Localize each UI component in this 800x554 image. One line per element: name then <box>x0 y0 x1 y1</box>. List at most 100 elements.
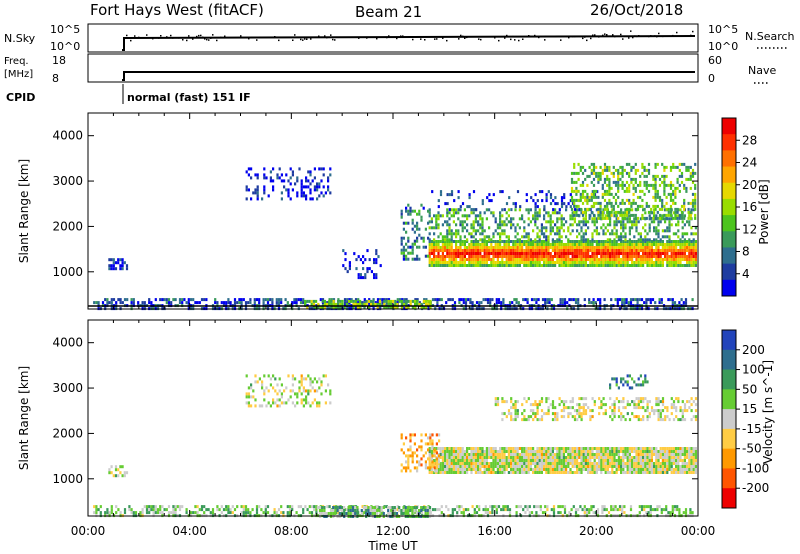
data-cell <box>514 465 517 468</box>
data-cell <box>405 230 408 234</box>
data-cell <box>584 447 587 450</box>
data-cell <box>626 220 629 224</box>
data-cell <box>245 170 248 174</box>
data-cell <box>600 468 603 471</box>
data-cell <box>567 238 570 242</box>
data-cell <box>602 258 605 261</box>
data-cell <box>529 447 532 450</box>
data-cell <box>444 453 447 456</box>
data-cell <box>352 302 355 306</box>
data-cell <box>494 243 497 246</box>
data-cell <box>512 202 515 206</box>
data-cell <box>448 211 451 215</box>
data-cell <box>405 302 408 306</box>
data-cell <box>501 468 504 471</box>
data-cell <box>579 195 582 199</box>
data-cell <box>405 257 408 261</box>
data-cell <box>661 216 664 220</box>
data-cell <box>571 229 574 233</box>
data-cell <box>448 453 451 456</box>
data-cell <box>178 505 182 509</box>
data-cell <box>536 453 539 456</box>
data-cell <box>351 512 355 515</box>
data-cell <box>242 508 245 512</box>
data-cell <box>507 459 510 462</box>
data-cell <box>396 298 399 302</box>
data-cell <box>472 450 475 453</box>
data-cell <box>481 471 484 474</box>
data-cell <box>549 258 552 261</box>
data-cell <box>435 223 438 227</box>
data-cell <box>556 226 559 230</box>
nave-tick-top: 60 <box>708 54 722 67</box>
freq-trace <box>122 71 695 81</box>
data-cell <box>694 195 697 199</box>
data-cell <box>683 198 686 202</box>
data-cell <box>291 170 294 174</box>
data-cell <box>494 459 497 462</box>
data-cell <box>556 246 559 249</box>
data-cell <box>269 179 272 183</box>
data-cell <box>624 249 627 252</box>
data-cell <box>540 462 543 465</box>
data-cell <box>611 255 614 258</box>
data-cell <box>272 185 275 189</box>
data-cell <box>491 298 494 302</box>
data-cell <box>610 298 613 302</box>
data-cell <box>595 450 598 453</box>
data-cell <box>439 193 443 197</box>
data-cell <box>310 299 313 303</box>
data-cell <box>683 207 686 211</box>
data-cell <box>569 217 572 221</box>
data-cell <box>538 246 541 249</box>
data-cell <box>622 235 625 239</box>
data-cell <box>647 210 651 214</box>
data-cell <box>558 264 561 267</box>
data-cell <box>525 261 528 264</box>
data-cell <box>488 456 491 459</box>
data-cell <box>694 186 697 190</box>
data-cell <box>590 180 593 184</box>
data-cell <box>558 249 561 252</box>
noise-dot <box>178 37 180 39</box>
data-cell <box>362 267 365 271</box>
data-cell <box>474 246 477 249</box>
data-cell <box>635 240 638 243</box>
data-cell <box>496 465 499 468</box>
data-cell <box>363 298 366 302</box>
data-cell <box>93 505 96 509</box>
data-cell <box>626 450 629 453</box>
data-cell <box>317 305 320 309</box>
data-cell <box>665 165 668 169</box>
data-cell <box>296 194 299 198</box>
data-cell <box>560 240 563 243</box>
data-cell <box>588 216 591 220</box>
data-cell <box>466 468 469 471</box>
data-cell <box>602 264 605 267</box>
data-cell <box>514 235 517 239</box>
data-cell <box>472 249 475 252</box>
data-cell <box>573 258 576 261</box>
data-cell <box>582 238 585 242</box>
data-cell <box>463 462 466 465</box>
data-cell <box>556 240 559 243</box>
data-cell <box>501 255 504 258</box>
data-cell <box>615 229 618 233</box>
data-cell <box>468 193 471 197</box>
data-cell <box>576 243 579 246</box>
data-cell <box>565 264 568 267</box>
data-cell <box>614 201 618 205</box>
data-cell <box>507 246 510 249</box>
data-cell <box>538 264 541 267</box>
noise-dot <box>126 34 128 37</box>
data-cell <box>435 226 438 230</box>
data-cell <box>430 217 433 221</box>
data-cell <box>569 471 572 474</box>
data-cell <box>428 255 431 258</box>
data-cell <box>488 264 491 267</box>
data-cell <box>203 505 206 509</box>
data-cell <box>496 243 499 246</box>
data-cell <box>296 191 299 195</box>
data-cell <box>638 298 641 302</box>
data-cell <box>642 243 645 246</box>
